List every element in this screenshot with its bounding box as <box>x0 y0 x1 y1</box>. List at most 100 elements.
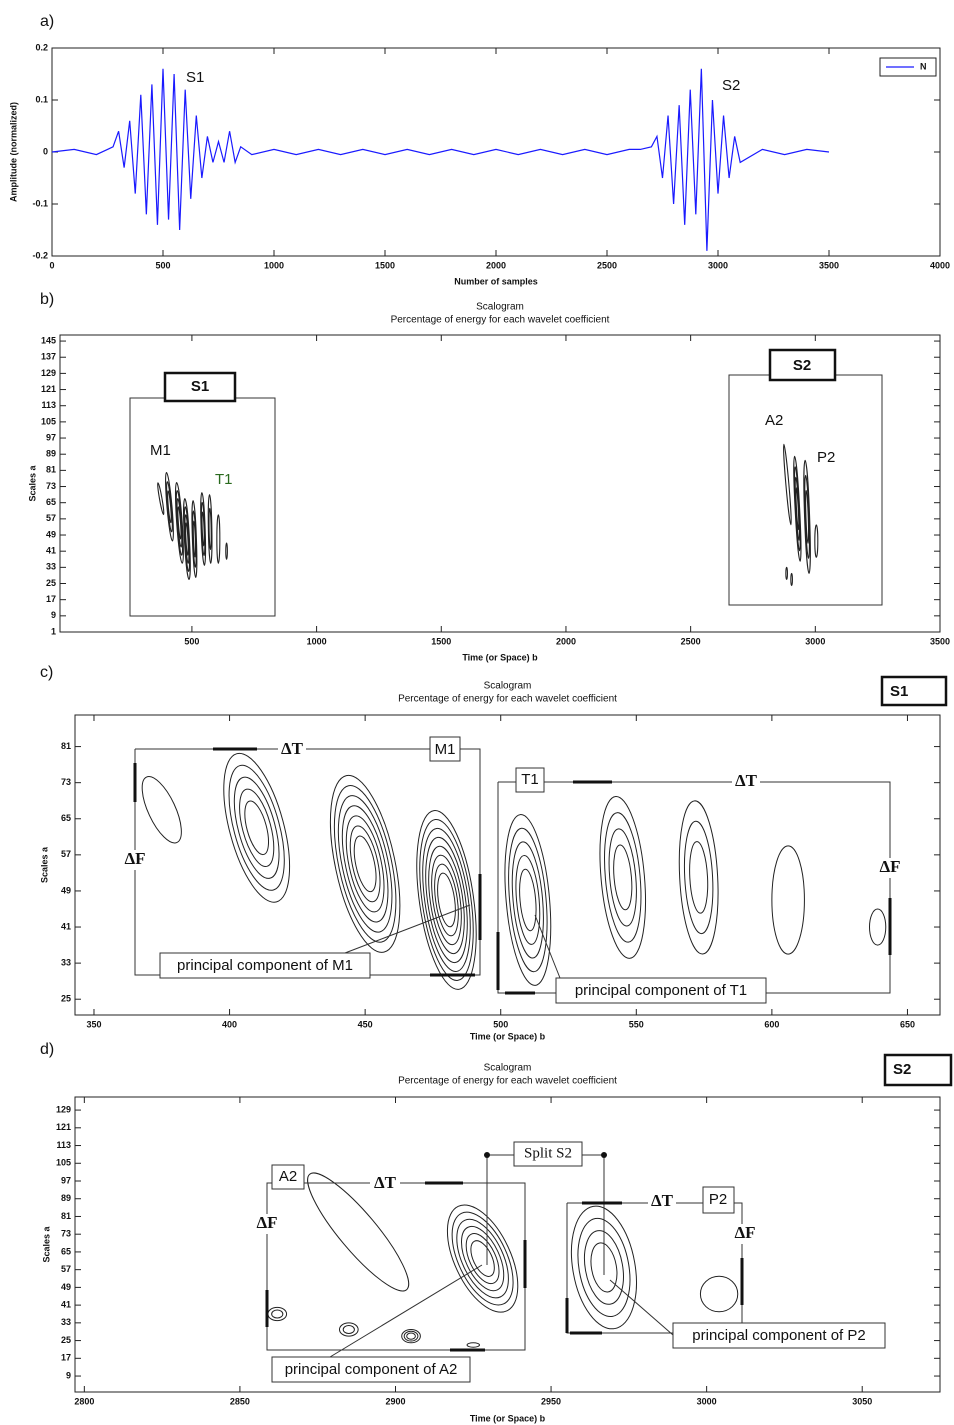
contour <box>583 1230 624 1305</box>
contour <box>192 520 197 558</box>
bracket <box>134 748 481 976</box>
c-annotations: S1 ΔT M1 ΔF principal component of M1 T1… <box>120 675 948 1004</box>
annotation: principal component of A2 <box>285 1361 458 1378</box>
contour <box>403 1330 419 1342</box>
contour <box>508 827 548 973</box>
contour <box>608 828 637 927</box>
contour <box>401 1328 421 1344</box>
y-axis-label: Amplitude (normalized) <box>8 102 18 202</box>
label-bg <box>876 858 906 878</box>
contour <box>244 800 270 856</box>
contour <box>570 1205 637 1330</box>
contour <box>425 836 468 964</box>
annotation: ΔT <box>281 739 304 758</box>
y-tick-label: 145 <box>41 335 56 345</box>
annotation: T1 <box>521 771 539 788</box>
contour <box>515 855 541 945</box>
connector <box>329 1264 483 1358</box>
y-axis-label: Scales a <box>41 1225 51 1262</box>
contour <box>790 572 793 587</box>
label-box <box>883 1053 953 1087</box>
label-box <box>159 952 371 979</box>
y-tick-label: 9 <box>51 610 56 620</box>
chart-subtitle: Percentage of energy for each wavelet co… <box>398 1076 617 1087</box>
label-bg <box>278 740 306 758</box>
y-tick-label: 81 <box>46 465 56 475</box>
y-tick-label: 25 <box>46 578 56 588</box>
y-tick-label: -0.1 <box>32 198 48 208</box>
chart-title: Scalogram <box>476 302 524 313</box>
y-tick-label: 137 <box>41 352 56 362</box>
label-bg <box>732 773 760 791</box>
contour <box>795 487 800 531</box>
y-tick-label: 105 <box>56 1158 71 1168</box>
contour <box>519 868 537 932</box>
contour <box>200 501 206 557</box>
y-tick-label: 113 <box>41 400 56 410</box>
y-tick-label: 65 <box>61 813 71 823</box>
contour <box>446 1204 519 1313</box>
y-tick-label: 41 <box>61 1299 71 1309</box>
contour <box>207 494 213 564</box>
panel-label: c) <box>40 664 53 681</box>
contour <box>166 481 173 533</box>
y-tick-label: 49 <box>61 1282 71 1292</box>
y-tick-label: 73 <box>61 1229 71 1239</box>
y-tick-label: 25 <box>61 994 71 1004</box>
y-tick-label: 49 <box>46 529 56 539</box>
x-tick-label: 350 <box>86 1019 101 1029</box>
x-tick-label: 2500 <box>597 260 617 270</box>
y-tick-label: -0.2 <box>32 250 48 260</box>
contour <box>416 810 477 990</box>
contour <box>228 764 285 891</box>
contour <box>868 908 887 946</box>
bracket <box>266 1182 526 1351</box>
contour <box>504 814 552 986</box>
contour <box>191 500 198 578</box>
annotation: T1 <box>215 471 233 488</box>
contour <box>307 1172 410 1292</box>
y-tick-label: 121 <box>41 384 56 394</box>
contour <box>216 514 221 564</box>
panel-label: d) <box>40 1041 54 1058</box>
x-tick-label: 650 <box>900 1019 915 1029</box>
panel-label: b) <box>40 291 54 308</box>
label-box <box>515 767 545 793</box>
contour <box>422 827 471 973</box>
label-box <box>880 675 948 707</box>
contour <box>167 490 172 524</box>
y-tick-label: 0.1 <box>35 94 48 104</box>
label-bg <box>648 1193 676 1211</box>
y-tick-label: 105 <box>41 416 56 426</box>
contour <box>428 845 465 955</box>
contour <box>353 835 377 893</box>
contour <box>771 845 805 955</box>
contour <box>470 1240 495 1277</box>
x-tick-label: 2850 <box>230 1396 250 1406</box>
contour <box>329 774 401 953</box>
label-box <box>513 1141 583 1167</box>
label-box <box>555 977 767 1004</box>
chart-title: Scalogram <box>484 681 532 692</box>
bracket <box>497 781 891 994</box>
panel: c) Scalogram Percentage of energy for each… <box>39 664 941 1041</box>
contour <box>406 1332 416 1340</box>
label-box <box>163 371 237 403</box>
contour <box>465 1233 500 1285</box>
x-tick-label: 500 <box>155 260 170 270</box>
y-tick-label: 97 <box>61 1175 71 1185</box>
x-axis-label: Time (or Space) b <box>462 652 538 662</box>
y-tick-label: 9 <box>66 1370 71 1380</box>
panel-label: a) <box>40 13 54 30</box>
label-bg <box>370 1175 400 1193</box>
contour <box>267 1306 288 1322</box>
y-tick-label: 89 <box>46 449 56 459</box>
contour <box>783 443 792 526</box>
signal-line <box>51 68 830 251</box>
contour <box>599 795 646 959</box>
annotation: A2 <box>765 412 783 429</box>
plot-area <box>59 334 941 633</box>
x-tick-label: 1000 <box>264 260 284 270</box>
y-tick-label: 25 <box>61 1335 71 1345</box>
